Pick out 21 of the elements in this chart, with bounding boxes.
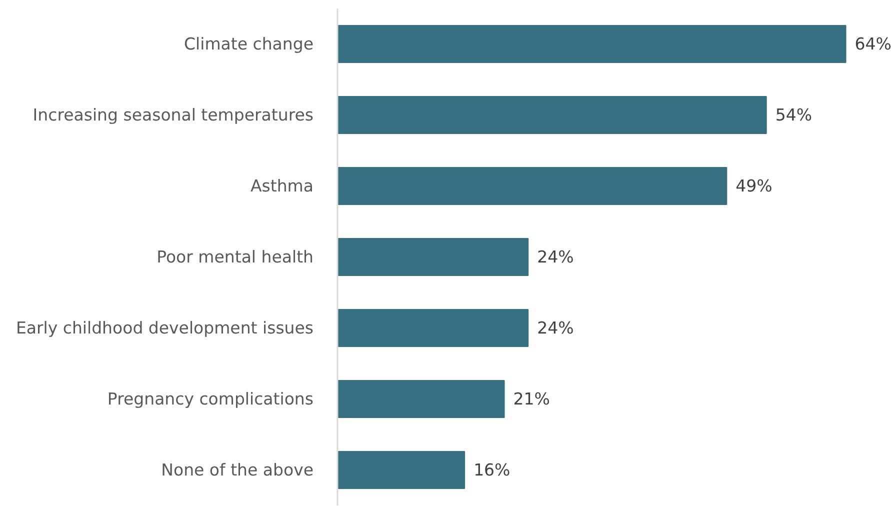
bar bbox=[338, 238, 529, 276]
bar bbox=[338, 451, 466, 489]
data-label: 49% bbox=[736, 176, 772, 196]
bar bbox=[338, 309, 529, 347]
y-tick-label: Poor mental health bbox=[156, 248, 314, 266]
data-label: 24% bbox=[537, 248, 574, 266]
bar bbox=[338, 96, 767, 134]
bar bbox=[338, 380, 505, 418]
data-label: 64% bbox=[854, 34, 891, 54]
bar bbox=[338, 167, 728, 205]
data-label: 54% bbox=[775, 106, 812, 124]
data-label: 24% bbox=[537, 318, 574, 338]
y-tick-label: Increasing seasonal temperatures bbox=[32, 106, 314, 124]
y-tick-label: Early childhood development issues bbox=[16, 318, 314, 338]
y-tick-label: Climate change bbox=[184, 34, 314, 54]
bar bbox=[338, 25, 846, 63]
data-label: 21% bbox=[513, 390, 550, 408]
data-label: 16% bbox=[474, 460, 510, 480]
y-tick-label: None of the above bbox=[161, 460, 314, 480]
y-tick-label: Pregnancy complications bbox=[107, 390, 314, 408]
y-tick-label: Asthma bbox=[250, 176, 314, 196]
